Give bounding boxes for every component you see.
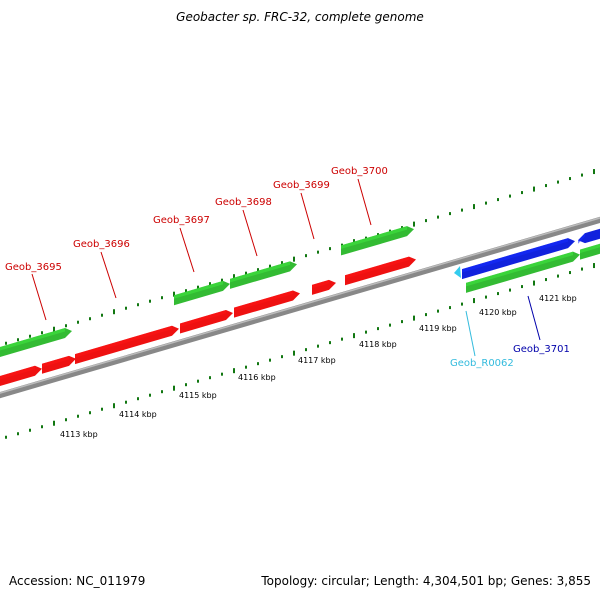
label-pointers (31, 178, 541, 357)
cds-red-6-highlight (312, 279, 329, 289)
tick-label-4117: 4117 kbp (298, 356, 336, 365)
cds-geob-3698-highlight (230, 261, 290, 283)
cds-right-1-highlight (466, 251, 573, 287)
tick-labels: 4113 kbp 4114 kbp 4115 kbp 4116 kbp 4117… (60, 294, 577, 439)
tick-label-4118: 4118 kbp (359, 340, 397, 349)
cds-geob-3695-highlight (0, 328, 65, 351)
tick-label-4121: 4121 kbp (539, 294, 577, 303)
cds-geob-3700 (341, 226, 414, 256)
cds-red-7 (345, 256, 416, 286)
gene-labels: Geob_3695 Geob_3696 Geob_3697 Geob_3698 … (5, 166, 570, 369)
cds-geob-3701-highlight (462, 238, 568, 273)
cds-geob-3701-body (462, 238, 575, 280)
tick-label-4113: 4113 kbp (60, 430, 98, 439)
cds-red-4-body (180, 310, 233, 334)
pointer-geob-3697 (179, 227, 195, 273)
cds-red-2-body (42, 355, 76, 374)
cds-right-2 (580, 243, 600, 260)
cds-geob-3698 (230, 261, 297, 289)
accession-text: Accession: NC_011979 (9, 574, 146, 588)
gene-label-geob-3699[interactable]: Geob_3699 (273, 180, 330, 191)
cds-geob-3697 (174, 280, 230, 306)
gene-label-geob-3701[interactable]: Geob_3701 (513, 344, 570, 355)
cds-red-5-body (234, 290, 300, 318)
cds-geob-3700-body (341, 226, 414, 256)
genome-backbone (0, 216, 600, 399)
gene-label-geob-3697[interactable]: Geob_3697 (153, 215, 210, 226)
gene-features (0, 226, 600, 387)
cds-red-7-highlight (345, 256, 409, 279)
tick-label-4115: 4115 kbp (179, 391, 217, 400)
tick-marks (5, 169, 595, 439)
cds-red-4-highlight (180, 310, 226, 327)
cds-red-1 (0, 365, 42, 387)
cds-blue-2-body (578, 228, 600, 244)
cds-geob-3700-highlight (341, 226, 407, 249)
cds-red-6 (312, 279, 336, 295)
cds-geob-3697-body (174, 280, 230, 306)
cds-geob-3695 (0, 328, 72, 358)
genome-summary-text: Topology: circular; Length: 4,304,501 bp… (261, 574, 591, 588)
pointer-geob-r0062 (465, 310, 476, 357)
pointer-geob-3698 (242, 209, 258, 257)
cds-right-1 (466, 251, 580, 293)
tick-label-4114: 4114 kbp (119, 410, 157, 419)
cds-geob-3701 (462, 238, 575, 280)
cds-red-3-body (75, 325, 179, 365)
pointer-geob-3701 (527, 295, 541, 341)
cds-red-1-highlight (0, 365, 35, 380)
gene-label-geob-3698[interactable]: Geob_3698 (215, 197, 272, 208)
cds-red-5 (234, 290, 300, 318)
cds-red-3 (75, 325, 179, 365)
gene-label-geob-3696[interactable]: Geob_3696 (73, 239, 130, 250)
tick-label-4120: 4120 kbp (479, 308, 517, 317)
cds-red-3-highlight (75, 325, 172, 358)
pointer-geob-3696 (100, 251, 117, 299)
tick-label-4116: 4116 kbp (238, 373, 276, 382)
pointer-geob-3699 (300, 192, 315, 240)
tick-label-4119: 4119 kbp (419, 324, 457, 333)
cds-geob-3697-highlight (174, 280, 223, 299)
cds-blue-2 (578, 228, 600, 244)
cds-red-7-body (345, 256, 416, 286)
gene-label-geob-3700[interactable]: Geob_3700 (331, 166, 388, 177)
gene-label-geob-3695[interactable]: Geob_3695 (5, 262, 62, 273)
cds-red-2-highlight (42, 355, 69, 368)
cds-red-4 (180, 310, 233, 334)
cds-blue-2-highlight (578, 233, 585, 244)
cds-red-5-highlight (234, 290, 293, 312)
cds-geob-3695-body (0, 328, 72, 358)
rrna-geob-r0062 (454, 266, 461, 278)
cds-right-1-body (466, 251, 580, 293)
genome-title: Geobacter sp. FRC-32, complete genome (176, 10, 424, 24)
cds-right-2-highlight (580, 243, 600, 254)
cds-red-2 (42, 355, 76, 374)
cds-red-1-body (0, 365, 42, 387)
gene-label-geob-r0062[interactable]: Geob_R0062 (450, 358, 514, 369)
pointer-geob-3700 (357, 178, 372, 226)
pointer-geob-3695 (31, 273, 47, 321)
cds-geob-3698-body (230, 261, 297, 289)
